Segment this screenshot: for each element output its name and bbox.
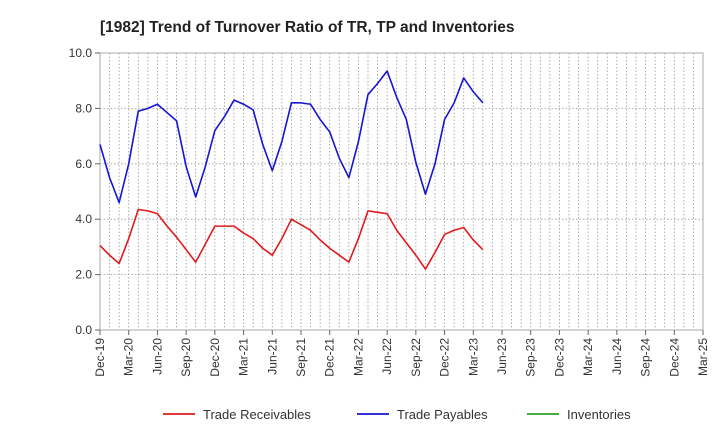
x-tick-label: Sep-22 bbox=[409, 338, 423, 377]
x-tick-label: Dec-19 bbox=[93, 338, 107, 377]
grid bbox=[100, 52, 703, 330]
y-tick-label: 8.0 bbox=[75, 101, 92, 115]
x-tick-label: Dec-21 bbox=[323, 338, 337, 377]
x-tick-label: Sep-20 bbox=[179, 338, 193, 377]
legend: Trade Receivables Trade Payables Inventori… bbox=[163, 407, 631, 422]
x-tick-label: Dec-23 bbox=[552, 338, 566, 377]
series-lines bbox=[99, 70, 484, 270]
x-tick-label: Mar-25 bbox=[696, 338, 710, 376]
x-tick-label: Jun-20 bbox=[150, 338, 164, 375]
x-tick-label: Mar-20 bbox=[122, 338, 136, 376]
x-tick-label: Jun-21 bbox=[265, 338, 279, 375]
legend-label: Trade Payables bbox=[397, 407, 488, 422]
x-tick-label: Jun-24 bbox=[610, 338, 624, 375]
legend-label: Inventories bbox=[567, 407, 631, 422]
x-tick-labels: Dec-19 Mar-20 Jun-20 Sep-20 Dec-20 Mar-21 Jun-… bbox=[93, 338, 710, 377]
series-line bbox=[99, 208, 484, 270]
x-tick-label: Mar-24 bbox=[581, 338, 595, 376]
y-tick-label: 6.0 bbox=[75, 157, 92, 171]
y-tick-label: 10.0 bbox=[69, 46, 93, 60]
x-tick-label: Jun-23 bbox=[495, 338, 509, 375]
y-tick-label: 4.0 bbox=[75, 212, 92, 226]
series-line bbox=[99, 70, 484, 204]
x-tick-label: Jun-22 bbox=[380, 338, 394, 375]
legend-label: Trade Receivables bbox=[203, 407, 311, 422]
y-tick-label: 0.0 bbox=[75, 323, 92, 337]
x-tick-label: Sep-23 bbox=[524, 338, 538, 377]
x-tick-label: Sep-24 bbox=[639, 338, 653, 377]
x-tick-label: Dec-22 bbox=[438, 338, 452, 377]
x-tick-label: Mar-21 bbox=[237, 338, 251, 376]
y-tick-labels: 0.0 2.0 4.0 6.0 8.0 10.0 bbox=[69, 46, 93, 337]
x-tick-label: Mar-23 bbox=[466, 338, 480, 376]
axes bbox=[95, 52, 704, 335]
x-tick-label: Mar-22 bbox=[351, 338, 365, 376]
x-tick-label: Dec-20 bbox=[208, 338, 222, 377]
chart-title: [1982] Trend of Turnover Ratio of TR, TP… bbox=[100, 19, 515, 36]
plot-frame bbox=[99, 52, 704, 331]
x-tick-label: Sep-21 bbox=[294, 338, 308, 377]
y-tick-label: 2.0 bbox=[75, 268, 92, 282]
x-tick-label: Dec-24 bbox=[667, 338, 681, 377]
